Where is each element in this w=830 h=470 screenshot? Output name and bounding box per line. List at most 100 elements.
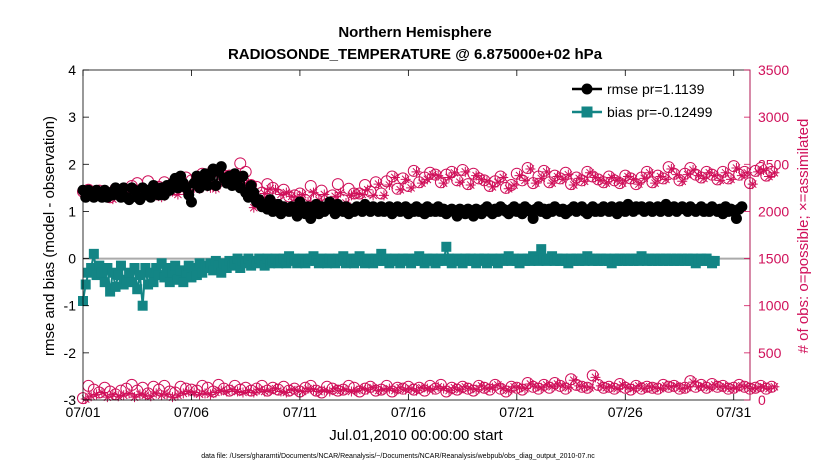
obs-assimilated-point (530, 178, 541, 189)
obs-assimilated-point (172, 189, 183, 200)
bias-point (107, 267, 118, 278)
obs-assimilated-point (471, 384, 482, 395)
obs-assimilated-point (194, 389, 205, 400)
rmse-point (118, 182, 130, 194)
bias-point (373, 255, 384, 266)
obs-assimilated-point (747, 383, 758, 394)
bias-point (533, 255, 544, 266)
obs-assimilated-point (438, 178, 449, 189)
obs-assimilated-point (330, 383, 341, 394)
obs-assimilated-point (102, 392, 113, 403)
bias-point (338, 251, 349, 262)
obs-assimilated-point (297, 386, 308, 397)
obs-assimilated-point (444, 385, 455, 396)
obs-assimilated-point (509, 180, 520, 191)
obs-assimilated-point (541, 166, 552, 177)
obs-assimilated-point (612, 175, 623, 186)
rmse-point (305, 213, 317, 224)
y-tick-label-left: 1 (68, 203, 76, 219)
rmse-point (736, 201, 748, 213)
obs-assimilated-point (704, 167, 715, 178)
obs-assimilated-point (134, 389, 145, 400)
bias-point (189, 263, 200, 273)
obs-possible-point (640, 165, 653, 178)
y-tick-label-right: 3000 (758, 109, 789, 125)
y-tick-label-right: 2500 (758, 156, 789, 172)
obs-assimilated-point (726, 383, 737, 394)
obs-assimilated-point (622, 382, 633, 393)
bias-point (438, 255, 449, 266)
obs-assimilated-point (492, 379, 503, 390)
legend-bias-marker (581, 106, 593, 118)
obs-assimilated-point (758, 381, 769, 392)
obs-assimilated-point (677, 176, 688, 187)
obs-assimilated-point (416, 178, 427, 189)
y-tick-label-left: 2 (68, 156, 76, 172)
y-tick-label-right: 3500 (758, 62, 789, 78)
y-tick-label-right: 0 (758, 392, 766, 408)
bias-point (132, 284, 143, 295)
bias-point (102, 263, 113, 273)
obs-assimilated-point (156, 390, 167, 401)
obs-assimilated-point (606, 381, 617, 392)
obs-assimilated-point (655, 383, 666, 394)
obs-assimilated-point (753, 166, 764, 177)
obs-possible-point (315, 184, 328, 197)
obs-possible-point (462, 178, 475, 191)
obs-assimilated-point (406, 383, 417, 394)
obs-assimilated-point (368, 382, 379, 393)
obs-assimilated-point (373, 179, 384, 190)
bias-point (208, 265, 219, 276)
bias-point (164, 277, 175, 288)
y-tick-label-left: 3 (68, 109, 76, 125)
bias-point (281, 258, 292, 269)
obs-assimilated-point (378, 190, 389, 201)
obs-assimilated-point (633, 380, 644, 391)
obs-assimilated-point (579, 381, 590, 392)
obs-assimilated-point (726, 174, 737, 185)
obs-assimilated-point (736, 380, 747, 391)
obs-assimilated-point (416, 382, 427, 393)
obs-assimilated-point (628, 383, 639, 394)
bias-point (126, 277, 137, 288)
series-bias (78, 241, 720, 311)
bias-point (94, 260, 105, 271)
y-tick-label-right: 500 (758, 345, 782, 361)
obs-possible-point (657, 172, 670, 185)
obs-assimilated-point (503, 183, 514, 194)
obs-assimilated-point (688, 377, 699, 388)
obs-assimilated-point (460, 381, 471, 392)
bias-point (213, 260, 224, 271)
obs-assimilated-point (427, 384, 438, 395)
obs-assimilated-point (660, 174, 671, 185)
obs-assimilated-point (585, 167, 596, 178)
obs-assimilated-point (411, 166, 422, 177)
obs-assimilated-point (644, 381, 655, 392)
obs-assimilated-point (389, 172, 400, 183)
obs-assimilated-point (362, 384, 373, 395)
obs-assimilated-point (454, 177, 465, 188)
obs-assimilated-point (574, 173, 585, 184)
obs-assimilated-point (698, 173, 709, 184)
obs-assimilated-point (460, 166, 471, 177)
obs-assimilated-point (237, 387, 248, 398)
obs-possible-point (575, 174, 588, 187)
obs-assimilated-point (178, 388, 189, 399)
obs-assimilated-point (628, 174, 639, 185)
obs-assimilated-point (536, 173, 547, 184)
obs-assimilated-point (693, 170, 704, 181)
obs-assimilated-point (595, 380, 606, 391)
obs-assimilated-point (753, 382, 764, 393)
obs-assimilated-point (259, 386, 270, 397)
bias-point (145, 267, 156, 278)
obs-assimilated-point (650, 382, 661, 393)
obs-possible-point (592, 173, 605, 186)
bias-point (156, 258, 167, 269)
obs-assimilated-point (265, 183, 276, 194)
obs-assimilated-point (557, 174, 568, 185)
obs-assimilated-point (275, 386, 286, 397)
obs-assimilated-point (351, 188, 362, 199)
bias-point (172, 274, 183, 285)
x-axis-label: Jul.01,2010 00:00:00 start (329, 427, 503, 444)
bias-point (186, 272, 197, 283)
